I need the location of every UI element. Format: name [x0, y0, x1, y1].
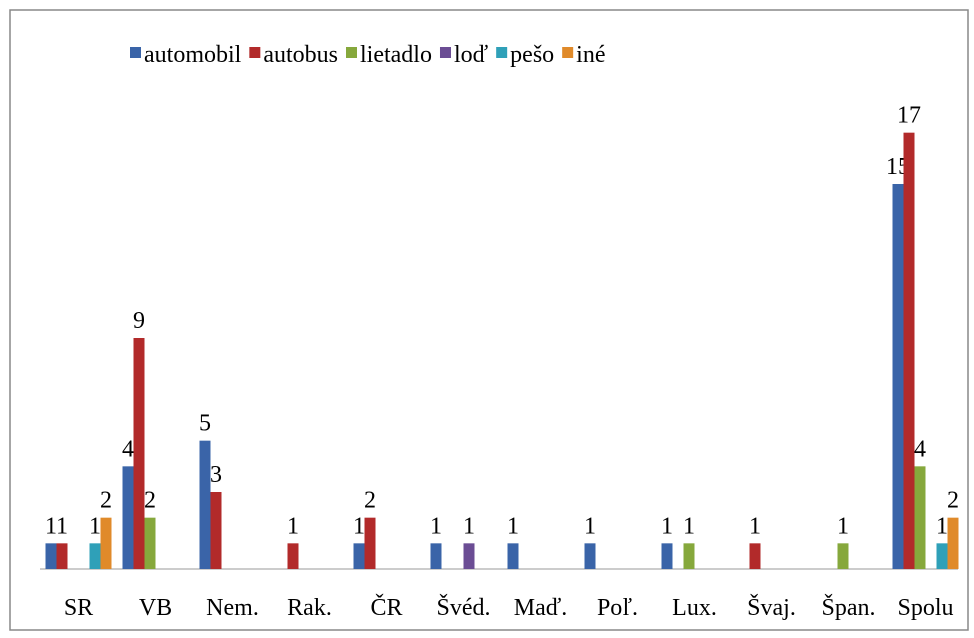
x-tick-label: Spolu: [897, 595, 953, 621]
x-tick-label: Švéd.: [437, 594, 491, 621]
data-label: 1: [56, 513, 68, 539]
data-label: 1: [584, 513, 596, 539]
legend-label: loď: [454, 42, 489, 68]
data-label: 4: [914, 436, 926, 462]
x-tick-label: Rak.: [287, 595, 332, 621]
bar: [749, 543, 761, 569]
data-label: 1: [683, 513, 695, 539]
bar: [45, 543, 57, 569]
bar: [364, 517, 376, 569]
legend-label: autobus: [263, 42, 338, 68]
x-tick-label: SR: [64, 595, 93, 621]
x-tick-label: Lux.: [672, 595, 717, 621]
bar: [56, 543, 68, 569]
bar: [903, 132, 915, 569]
data-label: 4: [122, 436, 134, 462]
bar: [892, 184, 904, 569]
x-tick-label: Švaj.: [747, 594, 796, 621]
data-label: 1: [430, 513, 442, 539]
legend-swatch: [562, 47, 574, 58]
data-label: 1: [936, 513, 948, 539]
bar: [353, 543, 365, 569]
data-label: 1: [463, 513, 475, 539]
data-label: 1: [45, 513, 57, 539]
data-label: 1: [287, 513, 299, 539]
data-label: 2: [364, 488, 376, 514]
bar: [122, 466, 134, 569]
x-tick-label: Maď.: [514, 595, 568, 621]
x-tick-label: Poľ.: [597, 595, 638, 621]
data-label: 2: [100, 488, 112, 514]
legend-swatch: [249, 47, 261, 58]
data-label: 1: [353, 513, 365, 539]
data-label: 5: [199, 411, 211, 437]
x-tick-label: VB: [139, 595, 172, 621]
bar: [463, 543, 475, 569]
bar: [837, 543, 849, 569]
bar: [683, 543, 695, 569]
data-label: 17: [897, 103, 921, 129]
bar: [144, 517, 156, 569]
data-label: 1: [749, 513, 761, 539]
data-label: 2: [144, 488, 156, 514]
legend-label: lietadlo: [360, 42, 432, 68]
chart-frame: [9, 9, 969, 631]
legend-swatch: [130, 47, 141, 58]
data-label: 2: [947, 488, 959, 514]
legend-label: automobil: [144, 42, 242, 68]
bar: [936, 543, 948, 569]
bar: [89, 543, 101, 569]
x-tick-label: Nem.: [206, 595, 259, 621]
bar: [287, 543, 299, 569]
data-label: 1: [89, 513, 101, 539]
legend-swatch: [346, 47, 357, 58]
legend-label: pešo: [510, 42, 554, 68]
bar: [914, 466, 926, 569]
bar: [430, 543, 442, 569]
bar: [507, 543, 519, 569]
x-tick-label: Špan.: [822, 594, 876, 621]
x-tick-label: ČR: [370, 594, 402, 621]
data-label: 1: [837, 513, 849, 539]
legend-swatch: [496, 47, 508, 58]
legend-swatch: [439, 47, 451, 58]
bar: [133, 338, 145, 569]
data-label: 3: [210, 462, 222, 488]
bar: [661, 543, 673, 569]
bar: [584, 543, 596, 569]
bar: [199, 440, 211, 569]
data-label: 9: [133, 308, 145, 334]
bar: [100, 517, 112, 569]
data-label: 1: [507, 513, 519, 539]
bar: [210, 492, 222, 569]
data-label: 1: [661, 513, 673, 539]
legend-label: iné: [576, 42, 605, 68]
bar: [947, 517, 959, 569]
